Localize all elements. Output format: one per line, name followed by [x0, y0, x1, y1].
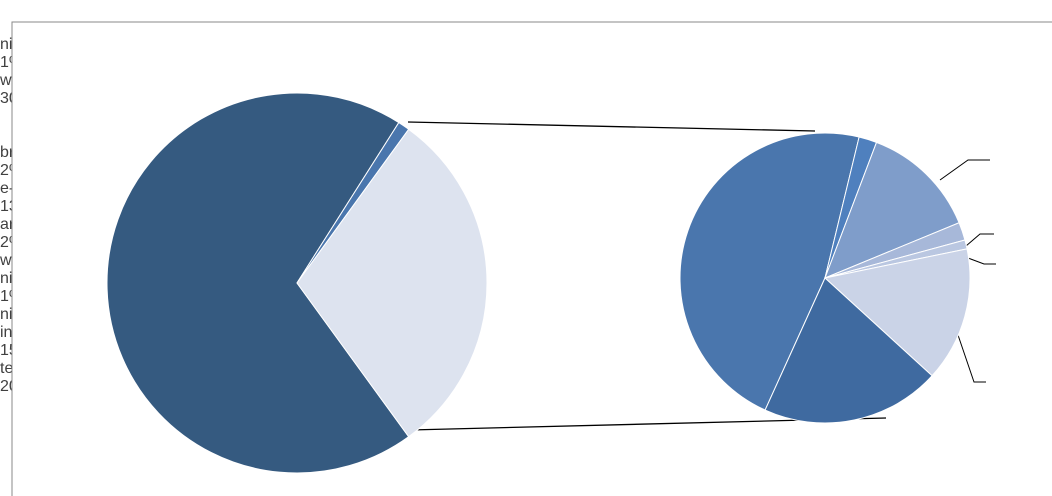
leader-line	[967, 257, 996, 265]
leader-line	[965, 233, 994, 247]
pie-slice	[106, 92, 410, 474]
pie-slice	[296, 128, 488, 438]
pie-slice	[764, 277, 933, 424]
pie-slice	[679, 132, 860, 411]
pie-slice	[824, 141, 960, 279]
leader-line	[939, 159, 990, 181]
slice-label-name: niet benaderd	[0, 0, 98, 17]
leader-line	[957, 334, 986, 383]
connector-line	[407, 121, 816, 132]
pie-slice	[823, 248, 971, 377]
